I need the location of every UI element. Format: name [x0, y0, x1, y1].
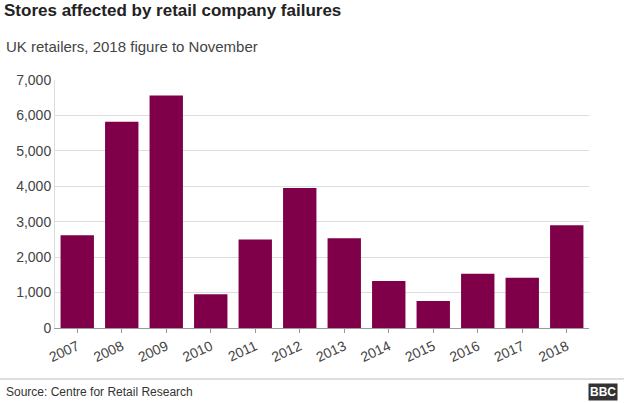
svg-text:7,000: 7,000 [16, 72, 51, 88]
svg-text:1,000: 1,000 [16, 284, 51, 300]
svg-text:2007: 2007 [46, 337, 81, 365]
svg-text:2012: 2012 [269, 337, 304, 365]
svg-text:2011: 2011 [225, 337, 259, 364]
svg-text:Stores affected by retail comp: Stores affected by retail company failur… [4, 1, 341, 20]
svg-text:2010: 2010 [180, 337, 215, 365]
svg-text:2016: 2016 [447, 337, 482, 365]
svg-text:2,000: 2,000 [16, 249, 51, 265]
svg-text:UK retailers, 2018 figure to N: UK retailers, 2018 figure to November [6, 38, 258, 55]
svg-text:BBC: BBC [590, 385, 616, 399]
svg-text:2009: 2009 [135, 337, 170, 365]
svg-text:6,000: 6,000 [16, 107, 51, 123]
svg-text:2018: 2018 [536, 337, 571, 365]
svg-text:Source: Centre for Retail Rese: Source: Centre for Retail Research [6, 385, 193, 399]
svg-text:4,000: 4,000 [16, 178, 51, 194]
svg-text:2014: 2014 [358, 337, 393, 365]
svg-text:2015: 2015 [402, 337, 437, 365]
svg-text:3,000: 3,000 [16, 214, 51, 230]
svg-text:2017: 2017 [491, 337, 526, 365]
svg-text:5,000: 5,000 [16, 143, 51, 159]
svg-text:0: 0 [43, 320, 51, 336]
svg-text:2008: 2008 [91, 337, 126, 365]
svg-text:2013: 2013 [313, 337, 348, 365]
